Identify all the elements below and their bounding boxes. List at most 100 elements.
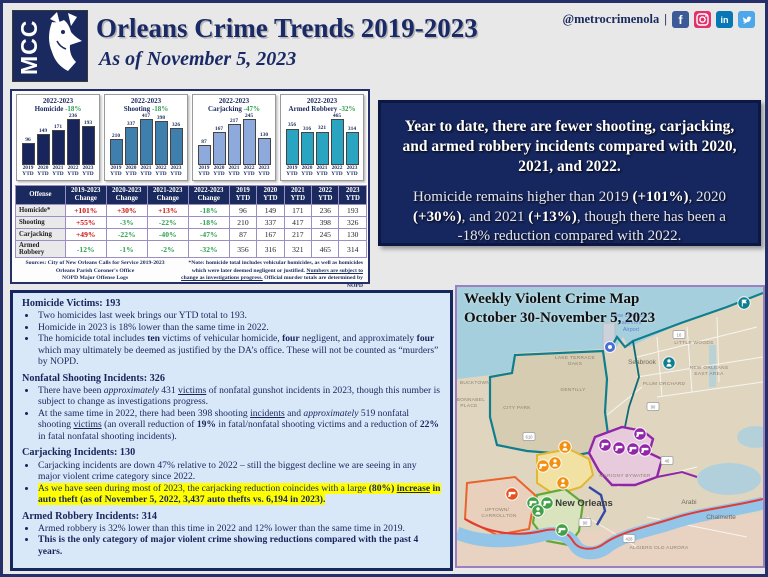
mississippi-river: [457, 496, 763, 560]
page-subtitle: As of November 5, 2023: [99, 48, 297, 70]
chart-armed-robbery: 2022-2023 Armed Robbery -32% 356 316 321 465 3…: [280, 94, 364, 181]
map-label: 10: [677, 333, 682, 338]
crime-marker-gun: [598, 438, 612, 452]
east-wetlands: [697, 463, 761, 495]
bullet-item: The homicide total includes ten victims …: [37, 333, 441, 368]
bullet-item: Carjacking incidents are down 47% relati…: [37, 460, 441, 483]
bar-217: 217: [227, 118, 241, 166]
chart-homicide: 2022-2023 Homicide -18% 96 149 171 236 193 2019…: [16, 94, 100, 181]
map-label: 610: [526, 435, 534, 440]
highway-shield: [578, 518, 592, 527]
district-purple-extension: [656, 470, 698, 478]
highway-shield: [646, 402, 660, 411]
col-header: 2020 YTD: [256, 184, 285, 206]
instagram-icon[interactable]: [694, 11, 711, 28]
section-heading: Carjacking Incidents: 130: [22, 447, 136, 459]
map-label: BUCKTOWN: [460, 380, 491, 386]
bullet-item: As we have seen during most of 2023, the…: [37, 482, 441, 506]
section-heading: Homicide Victims: 193: [22, 298, 121, 309]
table-row: Armed Robbery -12% -1% -2% -32% 356 316 321 465 3…: [15, 240, 367, 259]
highway-shield: [672, 330, 686, 339]
social-bar: @metrocrimenola | f in: [562, 11, 755, 28]
chart-carjacking: 2022-2023 Carjacking -47% 87 167 217 245 130 20…: [192, 94, 276, 181]
map-label: CARROLLTON: [481, 513, 517, 519]
homicide-note: *Note: homicide total includes vehicular…: [181, 260, 363, 289]
summary-box: Year to date, there are fewer shooting, …: [378, 100, 761, 246]
stats-panel: 2022-2023 Homicide -18% 96 149 171 236 193 2019…: [10, 89, 370, 289]
map-label: EAST AREA: [694, 371, 724, 377]
map-title: Weekly Violent Crime Map October 30-Nove…: [464, 290, 655, 328]
map-label: PLUM ORCHARD: [643, 381, 686, 387]
highway-shield: [622, 534, 636, 543]
map-label: UPTOWN/: [485, 507, 510, 513]
bar-326: 326: [169, 122, 183, 166]
map-label: OAKS: [568, 361, 583, 367]
section-heading: Nonfatal Shooting Incidents: 326: [22, 372, 165, 384]
logo-text: MCC: [16, 20, 42, 75]
col-header: 2023 YTD: [338, 184, 367, 206]
map-label: ALGIERS OLD AURORA: [630, 545, 689, 551]
crime-marker-gun: [536, 459, 550, 473]
bullet-item: There have been approximately 431 victim…: [37, 385, 441, 408]
bar-314: 314: [345, 126, 359, 166]
map-label: Arabi: [681, 499, 696, 506]
crime-marker-gun: [612, 441, 626, 455]
bullet-item: Homicide in 2023 is 18% lower than the s…: [37, 322, 441, 334]
table-row: Shooting +55% -3% -22% -18% 210 337 417 398 326: [15, 216, 367, 230]
bar-245: 245: [242, 113, 256, 166]
twitter-icon[interactable]: [738, 11, 755, 28]
crime-marker-person: [662, 356, 676, 370]
crime-marker-person: [548, 456, 562, 470]
crime-map-panel: Weekly Violent Crime Map October 30-Nove…: [455, 285, 765, 568]
crime-table: Offense 2019-2023 Change 2020-2023 Change 2…: [15, 184, 367, 259]
col-header: 2022 YTD: [311, 184, 340, 206]
crime-marker-gun: [626, 442, 640, 456]
map-label: Lakefront: [619, 320, 642, 326]
map-label: 90: [651, 405, 656, 410]
bar-96: 96: [21, 137, 35, 166]
map-label: GENTILLY: [560, 387, 586, 393]
section-heading: Armed Robbery Incidents: 314: [22, 510, 157, 522]
map-label: CITY PARK: [503, 405, 531, 411]
crime-markers: [505, 296, 751, 537]
wolf-icon: [49, 12, 82, 71]
map-label: Seabrook: [628, 359, 657, 366]
map-title-line2: October 30-November 5, 2023: [464, 309, 656, 326]
bullet-item: This is the only category of major viole…: [37, 534, 441, 557]
bar-398: 398: [154, 115, 168, 166]
linkedin-icon[interactable]: in: [716, 11, 733, 28]
bar-193: 193: [81, 120, 95, 166]
bullet-item: Two homicides last week brings our YTD t…: [37, 310, 441, 322]
map-label: LAKE TERRACE: [555, 355, 595, 361]
crime-marker-person: [558, 440, 572, 454]
facebook-icon[interactable]: f: [672, 11, 689, 28]
district-lakeview-gentilly: [488, 349, 612, 457]
bar-316: 316: [300, 126, 314, 166]
sources-note: Sources: City of New Orleans Calls for S…: [25, 260, 165, 282]
col-header: Offense: [15, 184, 66, 206]
map-label: MARIGNY BYWATER: [599, 473, 651, 479]
crime-table-header: Offense 2019-2023 Change 2020-2023 Change 2…: [15, 184, 367, 206]
crime-marker-person: [556, 476, 570, 490]
river-district-boundary: [464, 498, 763, 550]
bar-417: 417: [139, 113, 153, 166]
bar-337: 337: [124, 121, 138, 166]
bar-356: 356: [285, 122, 299, 166]
district-east-inland-boundary: [624, 340, 640, 428]
map-label: LITTLE WOODS: [674, 340, 713, 346]
bar-167: 167: [212, 126, 226, 166]
social-separator: |: [664, 12, 667, 26]
chart-shooting: 2022-2023 Shooting -18% 210 337 417 398 326 201…: [104, 94, 188, 181]
map-label: 46: [665, 459, 670, 464]
highway-shield: [522, 432, 536, 441]
bar-130: 130: [257, 132, 271, 166]
bar-171: 171: [51, 124, 65, 166]
map-label: 90: [583, 521, 588, 526]
bar-149: 149: [36, 128, 50, 166]
crime-table-body: Homicide* +101% +30% +13% -18% 96 149 171 236 193…: [15, 204, 367, 259]
col-header: 2021-2023 Change: [146, 184, 189, 206]
details-panel: Homicide Victims: 193Two homicides last …: [10, 290, 453, 571]
